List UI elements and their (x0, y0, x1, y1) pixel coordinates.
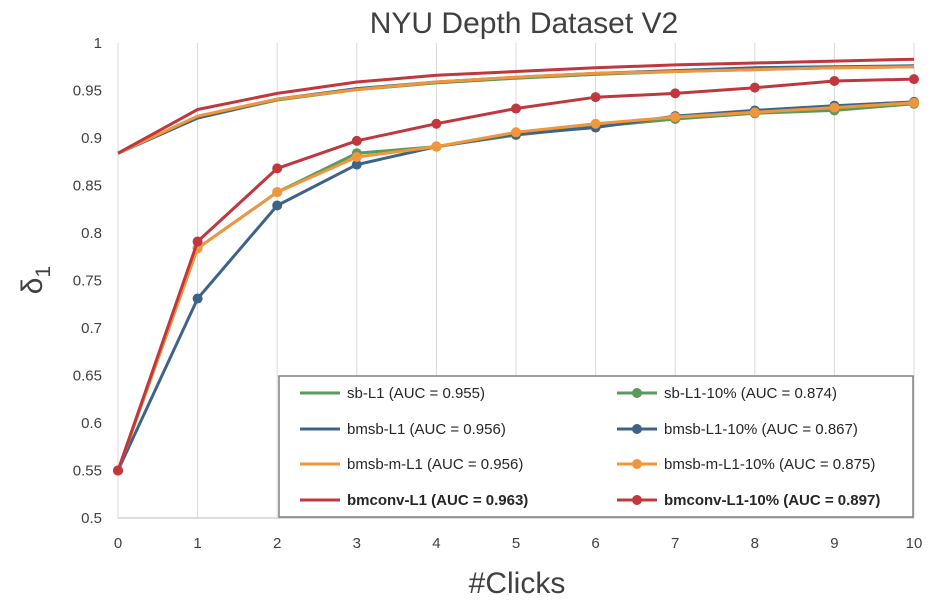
legend-box (278, 375, 914, 518)
y-tick-label: 0.6 (81, 415, 102, 432)
data-point (909, 74, 919, 85)
series-lines (113, 57, 919, 476)
legend-label: sb-L1 (AUC = 0.955) (347, 385, 485, 402)
data-point (351, 152, 362, 162)
data-point (511, 103, 521, 114)
data-point (670, 88, 681, 99)
data-point (431, 118, 442, 129)
data-point (749, 82, 760, 93)
y-tick-label: 0.95 (73, 83, 102, 100)
y-axis-label: δ1 (16, 266, 55, 294)
legend-marker (632, 388, 642, 398)
x-tick-label: 2 (273, 535, 281, 552)
data-point (192, 293, 203, 304)
x-tick-label: 6 (591, 535, 599, 552)
x-tick-label: 10 (906, 535, 923, 552)
y-tick-label: 0.85 (73, 178, 102, 195)
x-tick-label: 7 (671, 535, 679, 552)
legend-label: bmsb-m-L1-10% (AUC = 0.875) (664, 456, 875, 473)
legend-marker (632, 495, 642, 505)
legend-label: bmsb-L1 (AUC = 0.956) (347, 421, 506, 438)
legend: sb-L1 (AUC = 0.955) bmsb-L1 (AUC = 0.956)… (278, 375, 914, 518)
data-point (351, 135, 362, 146)
legend-label: bmsb-m-L1 (AUC = 0.956) (347, 456, 523, 473)
data-point (113, 465, 123, 476)
y-tick-label: 0.55 (73, 463, 102, 480)
y-axis-label-main: δ (16, 277, 49, 294)
data-point (431, 141, 442, 152)
y-tick-label: 0.8 (81, 225, 102, 242)
legend-marker (632, 459, 642, 469)
data-point (192, 236, 203, 247)
x-tick-label: 0 (114, 535, 122, 552)
y-tick-label: 0.75 (73, 273, 102, 290)
y-tick-label: 1 (94, 35, 102, 52)
x-axis-ticks: 0 1 2 3 4 5 6 7 8 9 10 (114, 535, 923, 552)
data-point (749, 107, 760, 118)
x-tick-label: 3 (353, 535, 361, 552)
legend-items: sb-L1 (AUC = 0.955) bmsb-L1 (AUC = 0.956)… (300, 385, 880, 509)
data-point (829, 76, 840, 86)
y-axis-ticks: 0.5 0.55 0.6 0.65 0.7 0.75 0.8 0.85 0.9 0.95 1 (73, 35, 102, 527)
y-tick-label: 0.5 (81, 510, 102, 527)
x-tick-label: 4 (432, 535, 440, 552)
data-point (909, 97, 919, 108)
y-tick-label: 0.65 (73, 368, 102, 385)
x-tick-label: 1 (193, 535, 201, 552)
y-tick-label: 0.7 (81, 320, 102, 337)
legend-label: sb-L1-10% (AUC = 0.874) (664, 385, 837, 402)
legend-label: bmconv-L1 (AUC = 0.963) (347, 492, 528, 509)
x-axis-label: #Clicks (469, 567, 566, 600)
data-point (829, 102, 840, 113)
x-tick-label: 5 (512, 535, 520, 552)
data-point (670, 112, 681, 123)
y-axis-label-subscript: 1 (32, 266, 55, 278)
y-tick-label: 0.9 (81, 130, 102, 147)
data-point (272, 163, 283, 174)
x-tick-label: 8 (751, 535, 759, 552)
legend-label: bmconv-L1-10% (AUC = 0.897) (664, 492, 880, 509)
data-point (351, 159, 362, 170)
legend-marker (632, 424, 642, 434)
series-line (117, 57, 915, 155)
series-line (117, 65, 915, 155)
data-point (590, 92, 601, 103)
data-point (272, 200, 283, 211)
x-tick-label: 9 (830, 535, 838, 552)
data-point (272, 187, 283, 198)
data-point (511, 127, 521, 138)
chart-title: NYU Depth Dataset V2 (370, 7, 678, 40)
data-point (590, 118, 601, 129)
legend-label: bmsb-L1-10% (AUC = 0.867) (664, 421, 858, 438)
